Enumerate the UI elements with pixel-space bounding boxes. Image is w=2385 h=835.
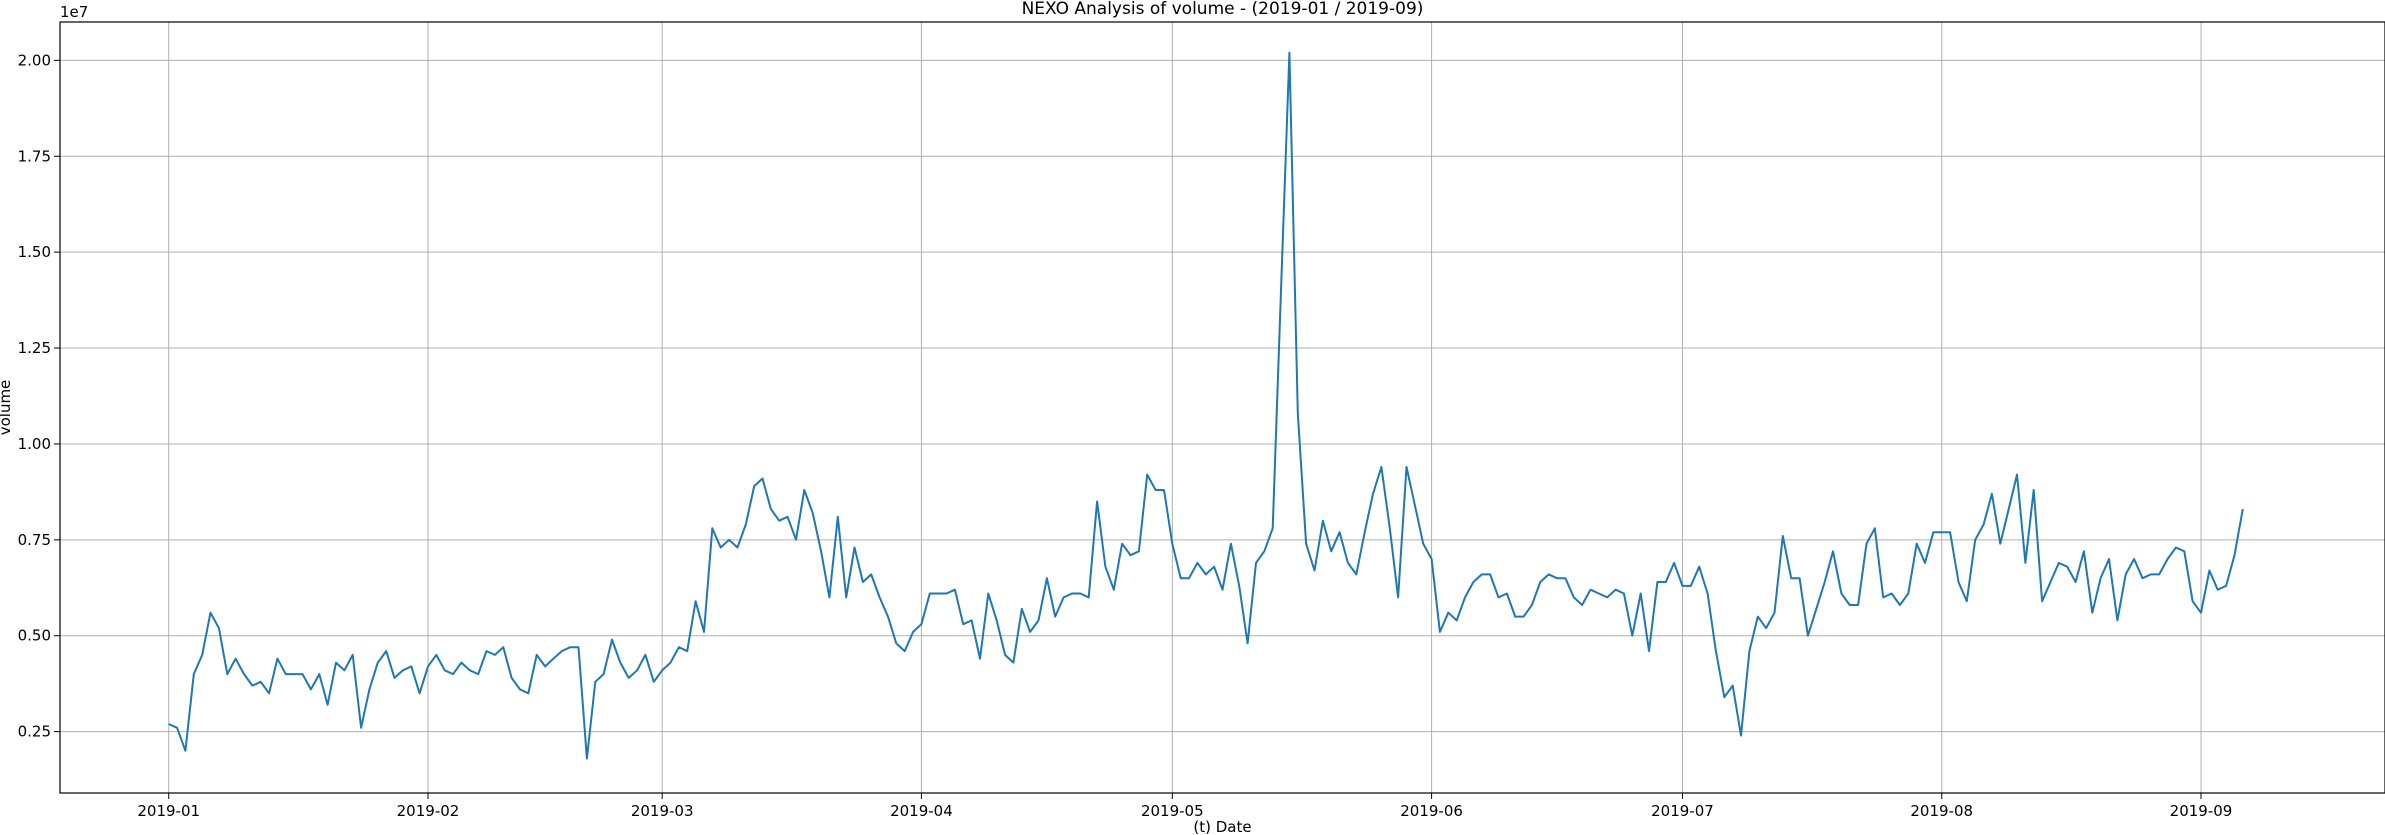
y-axis-ticks: 0.25 0.50 0.75 1.00 1.25 1.50 1.75 2.00 [18,51,60,741]
y-tick-label: 0.75 [18,531,51,549]
x-tick-label: 2019-08 [1910,802,1973,820]
plot-frame [59,21,2385,794]
chart-title: NEXO Analysis of volume - (2019-01 / 201… [1022,0,1424,19]
x-tick-label: 2019-03 [631,802,694,820]
x-tick-label: 2019-02 [397,802,460,820]
x-tick-label: 2019-05 [1141,802,1204,820]
y-tick-label: 1.25 [18,339,51,357]
x-tick-label: 2019-01 [137,802,200,820]
x-axis-ticks: 2019-01 2019-02 2019-03 2019-04 2019-05 2019-… [137,793,2232,820]
grid-lines [60,22,2385,793]
x-tick-label: 2019-06 [1400,802,1463,820]
y-axis-label: volume [0,380,14,436]
y-tick-label: 1.75 [18,147,51,165]
y-tick-label: 1.00 [18,435,51,453]
y-tick-label: 0.25 [18,723,51,741]
x-tick-label: 2019-04 [890,802,953,820]
x-tick-label: 2019-09 [2170,802,2233,820]
volume-series-line [168,51,2244,760]
y-tick-label: 1.50 [18,243,51,261]
x-tick-label: 2019-07 [1651,802,1714,820]
y-tick-label: 2.00 [18,51,51,69]
y-tick-label: 0.50 [18,627,51,645]
y-axis-multiplier: 1e7 [60,3,88,21]
series-layer [168,51,2244,760]
x-axis-label: (t) Date [1193,818,1251,835]
